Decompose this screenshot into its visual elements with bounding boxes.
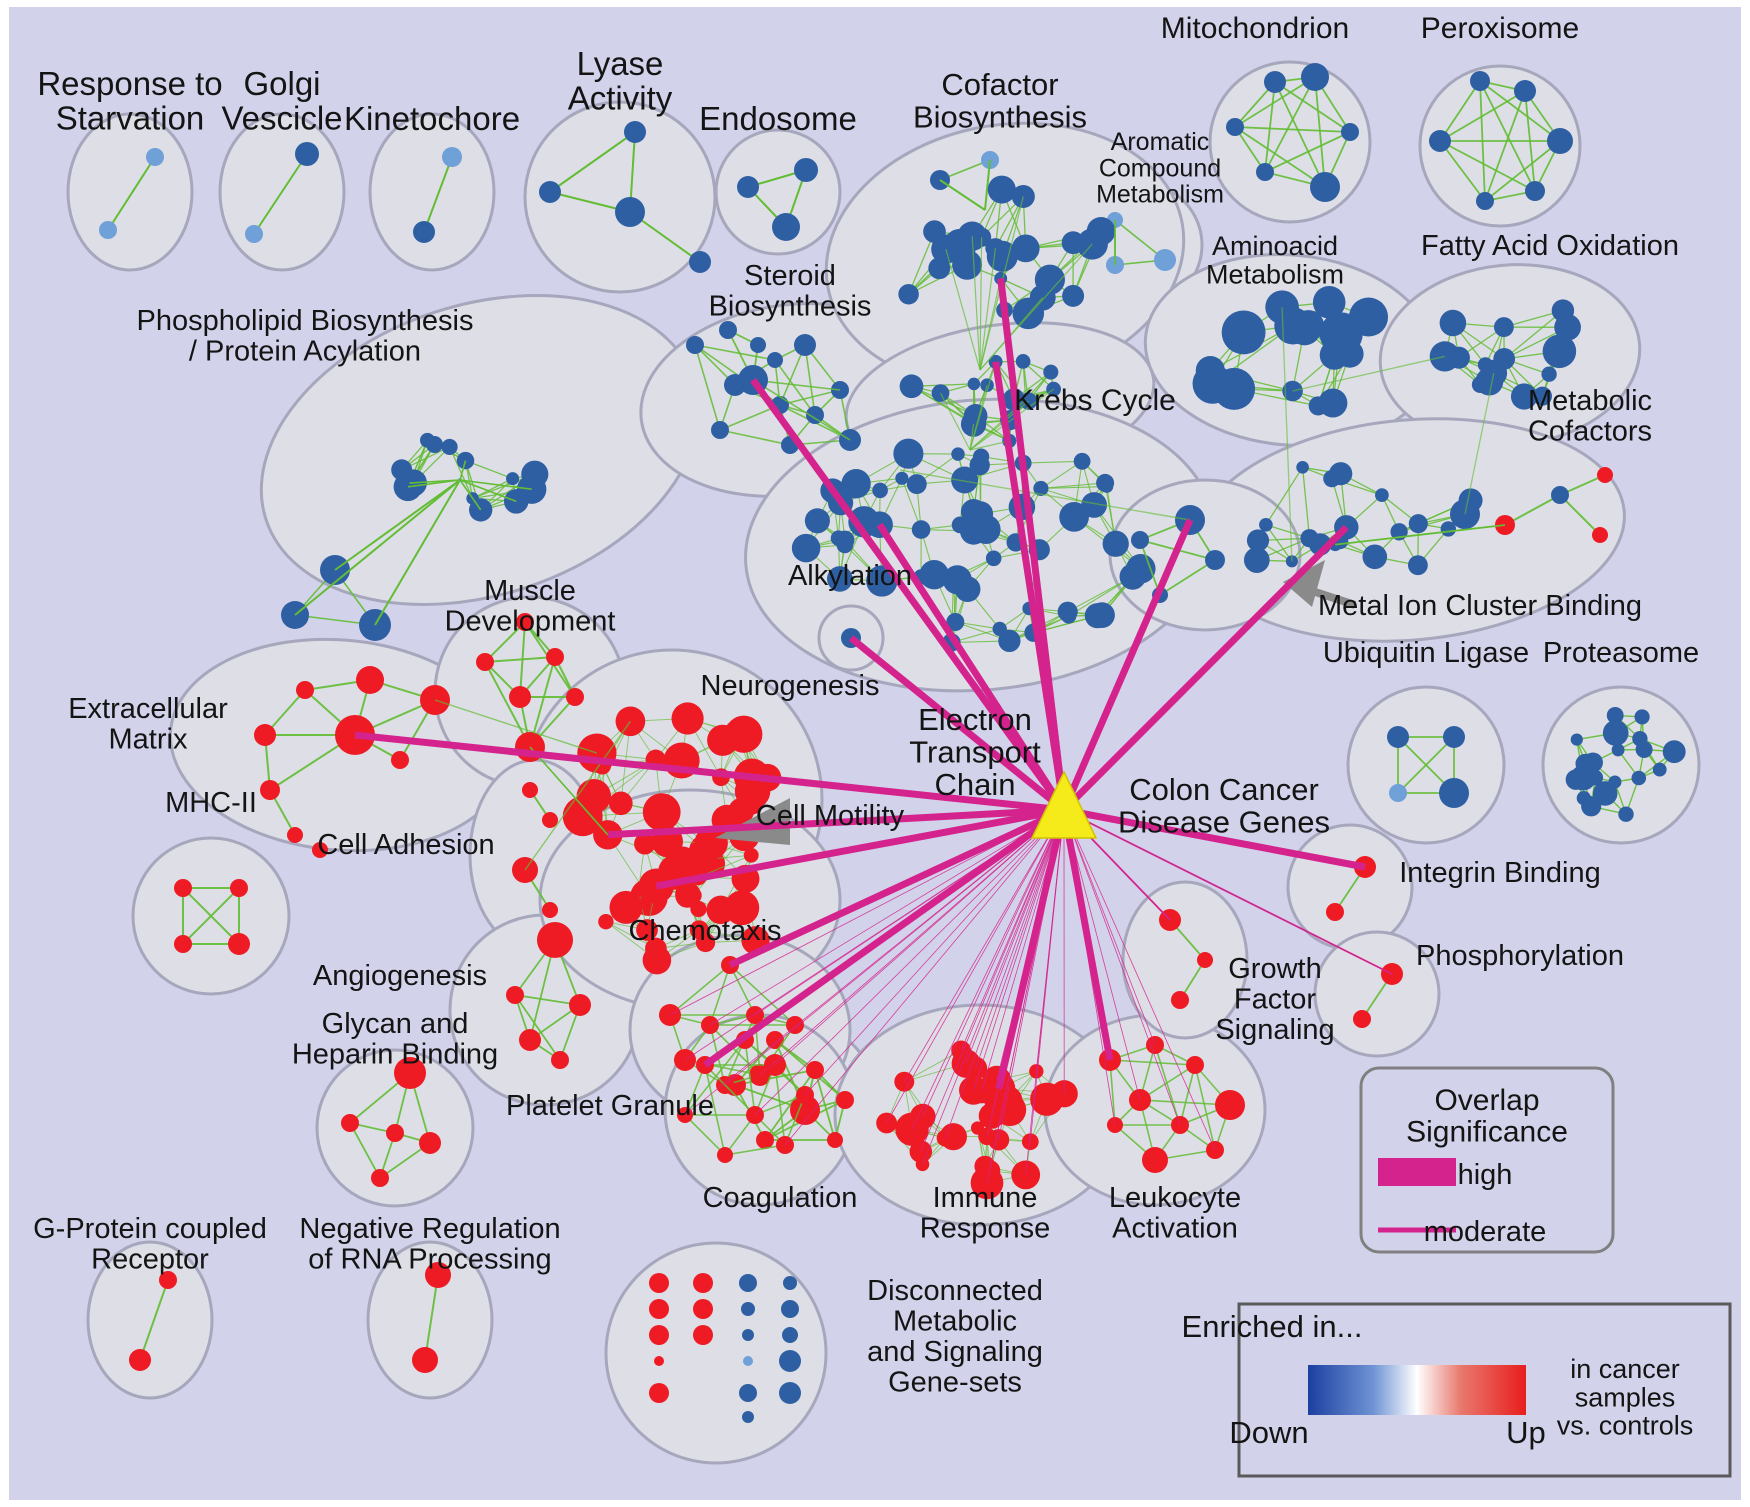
svg-text:Cell Motility: Cell Motility [756, 800, 905, 832]
svg-text:Enriched in...: Enriched in... [1182, 1309, 1363, 1344]
svg-text:Mitochondrion: Mitochondrion [1161, 12, 1349, 45]
svg-text:high: high [1458, 1159, 1513, 1191]
svg-text:Krebs Cycle: Krebs Cycle [1014, 384, 1176, 417]
svg-text:Kinetochore: Kinetochore [344, 100, 520, 137]
svg-text:Angiogenesis: Angiogenesis [313, 960, 487, 992]
svg-text:moderate: moderate [1424, 1216, 1547, 1248]
svg-text:Up: Up [1506, 1415, 1546, 1450]
svg-text:Down: Down [1229, 1415, 1308, 1450]
svg-text:Neurogenesis: Neurogenesis [701, 670, 880, 702]
svg-text:Alkylation: Alkylation [788, 560, 912, 592]
svg-text:Peroxisome: Peroxisome [1421, 12, 1579, 45]
svg-text:Ubiquitin Ligase: Ubiquitin Ligase [1323, 637, 1529, 669]
svg-text:MHC-II: MHC-II [165, 787, 257, 819]
svg-text:Coagulation: Coagulation [703, 1182, 858, 1214]
svg-text:Platelet Granule: Platelet Granule [506, 1090, 714, 1122]
svg-text:Cell Adhesion: Cell Adhesion [317, 829, 494, 861]
svg-text:Metal Ion Cluster Binding: Metal Ion Cluster Binding [1318, 590, 1642, 622]
svg-text:Endosome: Endosome [699, 100, 857, 137]
svg-text:Phosphorylation: Phosphorylation [1416, 940, 1624, 972]
svg-text:Fatty Acid Oxidation: Fatty Acid Oxidation [1421, 230, 1679, 262]
svg-text:Proteasome: Proteasome [1543, 637, 1699, 669]
svg-text:Integrin Binding: Integrin Binding [1399, 857, 1601, 889]
svg-text:Chemotaxis: Chemotaxis [628, 915, 781, 947]
